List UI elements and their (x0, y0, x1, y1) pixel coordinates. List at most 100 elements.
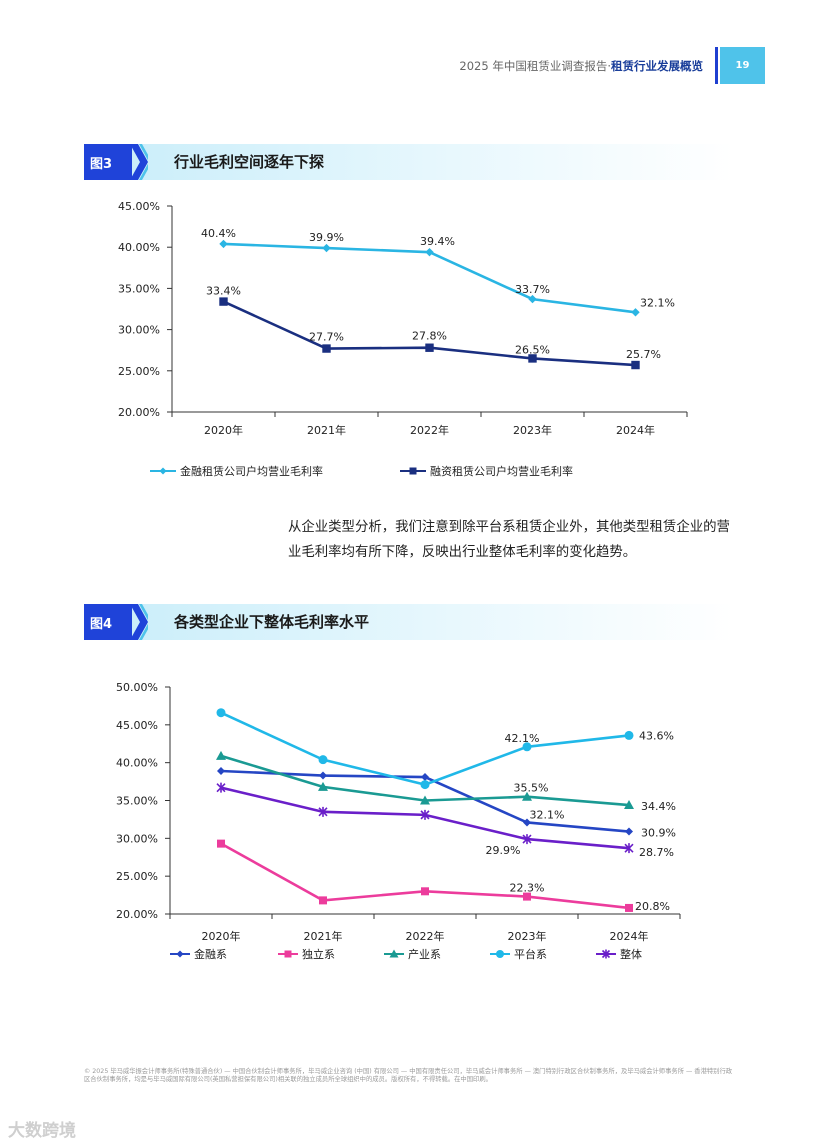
legend-item: 融资租赁公司户均营业毛利率 (400, 464, 573, 478)
legend-item: 金融租赁公司户均营业毛利率 (150, 464, 323, 478)
data-label: 28.7% (639, 846, 674, 859)
figure4-chart: 20.00% 25.00% 30.00% 35.00% 40.00% 45.00% 50.0… (116, 681, 681, 961)
x-tick-label: 2020年 (202, 929, 241, 943)
figure3-tag: 图3 (84, 144, 132, 180)
y-tick-label: 35.00% (118, 282, 160, 295)
x-tick-label: 2021年 (307, 423, 346, 437)
figure4-tag: 图4 (84, 604, 132, 640)
legend-marker (601, 949, 611, 959)
data-point (219, 239, 228, 249)
figure4-title: 各类型企业下整体毛利率水平 (174, 613, 370, 631)
data-point (217, 839, 225, 848)
figure4-heading: 图4 各类型企业下整体毛利率水平 (84, 604, 734, 640)
data-point (216, 708, 226, 718)
x-tick-label: 2023年 (508, 929, 547, 943)
legend-marker (409, 467, 417, 475)
page-number: 19 (720, 47, 765, 84)
series-line (220, 842, 630, 910)
data-label: 35.5% (514, 782, 549, 795)
y-tick-label: 20.00% (116, 908, 158, 921)
data-point (421, 773, 429, 782)
data-point (319, 896, 327, 905)
data-label: 20.8% (635, 900, 670, 913)
data-point (624, 730, 634, 740)
y-tick-label: 40.00% (116, 757, 158, 770)
series-1: 32.1% 30.9% (217, 766, 676, 840)
legend-label: 产业系 (408, 947, 441, 961)
y-tick-label: 45.00% (116, 719, 158, 732)
data-point (318, 806, 328, 817)
footer-copyright: © 2025 毕马威华振会计师事务所(特殊普通合伙) — 中国合伙制会计师事务所… (84, 1068, 733, 1084)
data-point (625, 903, 633, 912)
data-label: 22.3% (510, 882, 545, 895)
data-point (216, 782, 226, 793)
y-tick-label: 30.00% (116, 832, 158, 845)
data-point (528, 294, 537, 304)
data-point (425, 343, 434, 352)
report-title: 2025 年中国租赁业调查报告· (459, 59, 611, 73)
legend-label: 平台系 (514, 947, 547, 961)
legend-marker (284, 950, 292, 958)
legend-marker (389, 949, 399, 958)
watermark: 大数跨境 (8, 1121, 76, 1141)
figure3-title-band (124, 144, 734, 180)
section-title: 租赁行业发展概览 (611, 59, 703, 73)
data-label: 26.5% (515, 343, 550, 356)
data-point (625, 827, 633, 836)
y-tick-label: 35.00% (116, 795, 158, 808)
data-point (318, 781, 328, 791)
data-point (319, 771, 327, 780)
x-tick-label: 2022年 (410, 423, 449, 437)
data-point (420, 795, 430, 805)
data-label: 40.4% (201, 227, 236, 240)
data-point (631, 308, 640, 317)
data-label: 33.4% (206, 285, 241, 298)
legend-label: 独立系 (302, 947, 335, 961)
data-label: 32.1% (640, 296, 675, 309)
figure3-chart: 20.00% 25.00% 30.00% 35.00% 40.00% 45.00% 2020… (118, 200, 688, 478)
data-label: 39.9% (309, 231, 344, 244)
data-label: 30.9% (641, 827, 676, 840)
figure3-title: 行业毛利空间逐年下探 (174, 153, 325, 171)
data-label: 32.1% (530, 808, 565, 821)
report-header: 2025 年中国租赁业调查报告·租赁行业发展概览 (459, 58, 703, 74)
data-point (216, 750, 226, 760)
figure3-heading: 图3 行业毛利空间逐年下探 (84, 144, 734, 180)
legend-label: 金融系 (194, 947, 227, 961)
data-point (425, 247, 434, 257)
data-label: 27.8% (412, 330, 447, 343)
series-5: 29.9% 28.7% (216, 782, 674, 859)
data-label: 25.7% (626, 348, 661, 361)
data-point (217, 766, 225, 775)
x-tick-label: 2020年 (204, 423, 243, 437)
data-point (318, 755, 328, 765)
legend-item: 独立系 (278, 947, 335, 961)
data-point (420, 809, 430, 820)
legend-label: 金融租赁公司户均营业毛利率 (180, 464, 323, 478)
figure4-title-band (124, 604, 734, 640)
legend-item: 金融系 (170, 947, 227, 961)
data-point (522, 742, 532, 752)
x-tick-label: 2023年 (513, 423, 552, 437)
analysis-paragraph: 从企业类型分析，我们注意到除平台系租赁企业外，其他类型租赁企业的营业毛利率均有所… (288, 520, 730, 560)
y-tick-label: 30.00% (118, 324, 160, 337)
data-point (523, 892, 531, 901)
series-3: 35.5% 34.4% (216, 750, 676, 813)
chevron-right-icon (130, 144, 148, 180)
data-label: 34.4% (641, 800, 676, 813)
data-label: 27.7% (309, 331, 344, 344)
y-tick-label: 25.00% (116, 870, 158, 883)
data-point (528, 354, 537, 363)
series-1: 40.4% 39.9% 39.4% 33.7% 32.1% (201, 227, 675, 317)
x-tick-label: 2021年 (304, 929, 343, 943)
data-point (522, 834, 532, 845)
legend-label: 整体 (620, 947, 642, 961)
header-accent-bar (715, 47, 718, 84)
series-4: 42.1% 43.6% (216, 708, 674, 790)
y-tick-label: 50.00% (116, 681, 158, 694)
data-label: 42.1% (505, 732, 540, 745)
data-point (522, 791, 532, 801)
data-point (631, 360, 640, 370)
y-tick-label: 45.00% (118, 200, 160, 213)
y-tick-label: 40.00% (118, 241, 160, 254)
